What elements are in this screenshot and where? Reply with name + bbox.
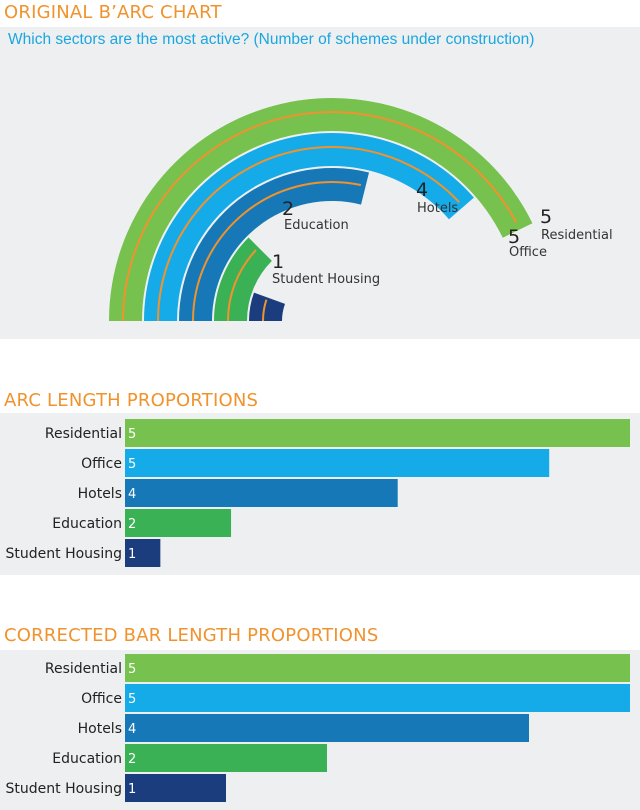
arc-label-residential: Residential — [541, 228, 613, 243]
arc-length-bar-student-housing — [125, 539, 161, 567]
arc-residential — [109, 97, 533, 321]
arc-guide-office — [157, 146, 460, 322]
arc-length-bar-education — [125, 509, 232, 537]
arc-length-label-student-housing: Student Housing — [6, 546, 122, 562]
arc-length-label-education: Education — [52, 516, 122, 532]
arc-length-label-office: Office — [81, 456, 122, 472]
arc-value-education: 2 — [282, 198, 294, 220]
arc-length-value-education: 2 — [128, 517, 136, 532]
arc-length-label-residential: Residential — [45, 426, 122, 442]
arc-guide-hotels — [192, 181, 362, 322]
arc-length-value-residential: 5 — [128, 427, 136, 442]
arc-length-value-student-housing: 1 — [128, 547, 136, 562]
corrected-label-residential: Residential — [45, 661, 122, 677]
arc-length-value-hotels: 4 — [128, 487, 136, 502]
arc-guide-residential — [122, 111, 518, 322]
arc-guide-student-housing — [262, 299, 268, 322]
corrected-bar-hotels — [125, 714, 529, 742]
arc-label-student-housing: Student Housing — [272, 272, 380, 287]
corrected-label-hotels: Hotels — [78, 721, 122, 737]
corrected-value-hotels: 4 — [128, 722, 136, 737]
corrected-bar-education — [125, 744, 327, 772]
corrected-value-residential: 5 — [128, 662, 136, 677]
arc-value-hotels: 4 — [416, 179, 428, 201]
arc-length-bar-hotels — [125, 479, 398, 507]
corrected-value-student-housing: 1 — [128, 782, 136, 797]
corrected-title: CORRECTED BAR LENGTH PROPORTIONS — [4, 625, 379, 646]
arc-value-office: 5 — [508, 226, 520, 248]
corrected-label-office: Office — [81, 691, 122, 707]
arc-label-hotels: Hotels — [417, 201, 458, 216]
arc-length-bar-office — [125, 449, 550, 477]
corrected-bar-student-housing — [125, 774, 226, 802]
arc-label-office: Office — [509, 245, 547, 260]
arc-student-housing — [249, 292, 286, 321]
arc-education — [214, 237, 272, 321]
arc-chart-subtitle: Which sectors are the most active? (Numb… — [8, 31, 535, 48]
arc-value-student-housing: 1 — [272, 251, 284, 273]
arc-label-education: Education — [284, 218, 349, 233]
arc-office — [144, 132, 474, 321]
arc-length-value-office: 5 — [128, 457, 136, 472]
arc-chart-title: ORIGINAL B’ARC CHART — [4, 2, 222, 23]
arc-guide-education — [227, 249, 257, 322]
corrected-value-education: 2 — [128, 752, 136, 767]
corrected-value-office: 5 — [128, 692, 136, 707]
corrected-label-student-housing: Student Housing — [6, 781, 122, 797]
arc-value-residential: 5 — [540, 206, 552, 228]
corrected-label-education: Education — [52, 751, 122, 767]
corrected-bar-residential — [125, 654, 630, 682]
arc-length-bar-residential — [125, 419, 630, 447]
arc-length-title: ARC LENGTH PROPORTIONS — [4, 390, 259, 411]
corrected-bar-office — [125, 684, 630, 712]
arc-length-label-hotels: Hotels — [78, 486, 122, 502]
